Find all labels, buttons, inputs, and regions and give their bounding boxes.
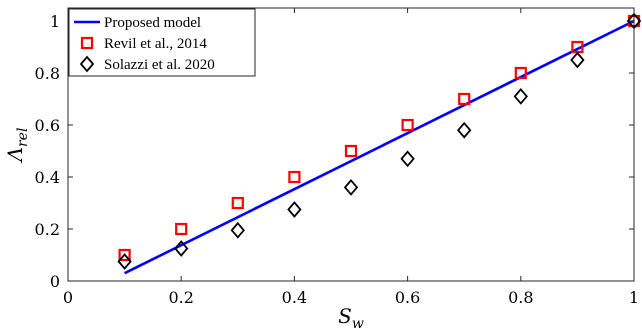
x-tick-label: 1 <box>629 288 639 307</box>
solazzi-data-point <box>457 121 472 139</box>
legend: Proposed model Revil et al., 2014 Solazzi … <box>68 8 256 77</box>
x-tick-label: 0.4 <box>282 288 307 307</box>
x-tick-label: 0.2 <box>168 288 193 307</box>
y-tick-label: 0.6 <box>35 116 60 135</box>
solazzi-data-point <box>287 201 302 218</box>
solazzi-data-point <box>343 179 359 196</box>
legend-marker-swatch <box>80 36 94 50</box>
y-tick-label: 0.8 <box>35 64 60 83</box>
y-axis-label-sub: rel <box>15 128 31 147</box>
model-line <box>124 19 635 275</box>
x-tick-label: 0.6 <box>395 288 420 307</box>
y-tick-label: 0.2 <box>35 220 60 239</box>
y-tick-label: 1 <box>50 12 60 31</box>
y-tick-label: 0.4 <box>35 168 60 187</box>
revil-data-point <box>288 170 301 184</box>
solazzi-data-point <box>174 240 189 257</box>
solazzi-data-point <box>513 88 528 105</box>
legend-entry: Solazzi et al. 2020 <box>104 57 215 73</box>
x-axis-label-main: S <box>338 304 352 328</box>
revil-data-point <box>118 248 131 262</box>
revil-data-point <box>401 118 414 132</box>
axes-box <box>67 7 635 282</box>
revil-data-point <box>231 196 244 210</box>
solazzi-data-point <box>117 253 132 270</box>
legend-marker-swatch <box>79 55 95 73</box>
x-tick-label: 0.8 <box>508 288 533 307</box>
x-axis: 0 0.2 0.4 0.6 0.8 1 <box>63 8 639 307</box>
revil-data-point <box>458 92 471 106</box>
solazzi-data-point <box>400 150 415 168</box>
y-axis-label-main: Λ <box>3 147 27 163</box>
x-axis-label: Sw <box>338 304 364 332</box>
revil-data-point <box>175 222 188 236</box>
revil-data-point <box>344 144 358 158</box>
revil-data-point <box>514 66 527 80</box>
y-tick-label: 0 <box>50 272 60 291</box>
x-axis-label-sub: w <box>352 316 364 332</box>
x-tick-label: 0 <box>63 288 73 307</box>
y-axis-label: Λrel <box>3 128 31 164</box>
legend-entry: Proposed model <box>104 15 201 31</box>
solazzi-data-point <box>230 221 245 239</box>
solazzi-data-point <box>570 51 585 69</box>
y-axis: 0 0.2 0.4 0.6 0.8 1 <box>35 12 634 291</box>
legend-box <box>68 8 256 77</box>
legend-entry: Revil et al., 2014 <box>104 36 207 52</box>
